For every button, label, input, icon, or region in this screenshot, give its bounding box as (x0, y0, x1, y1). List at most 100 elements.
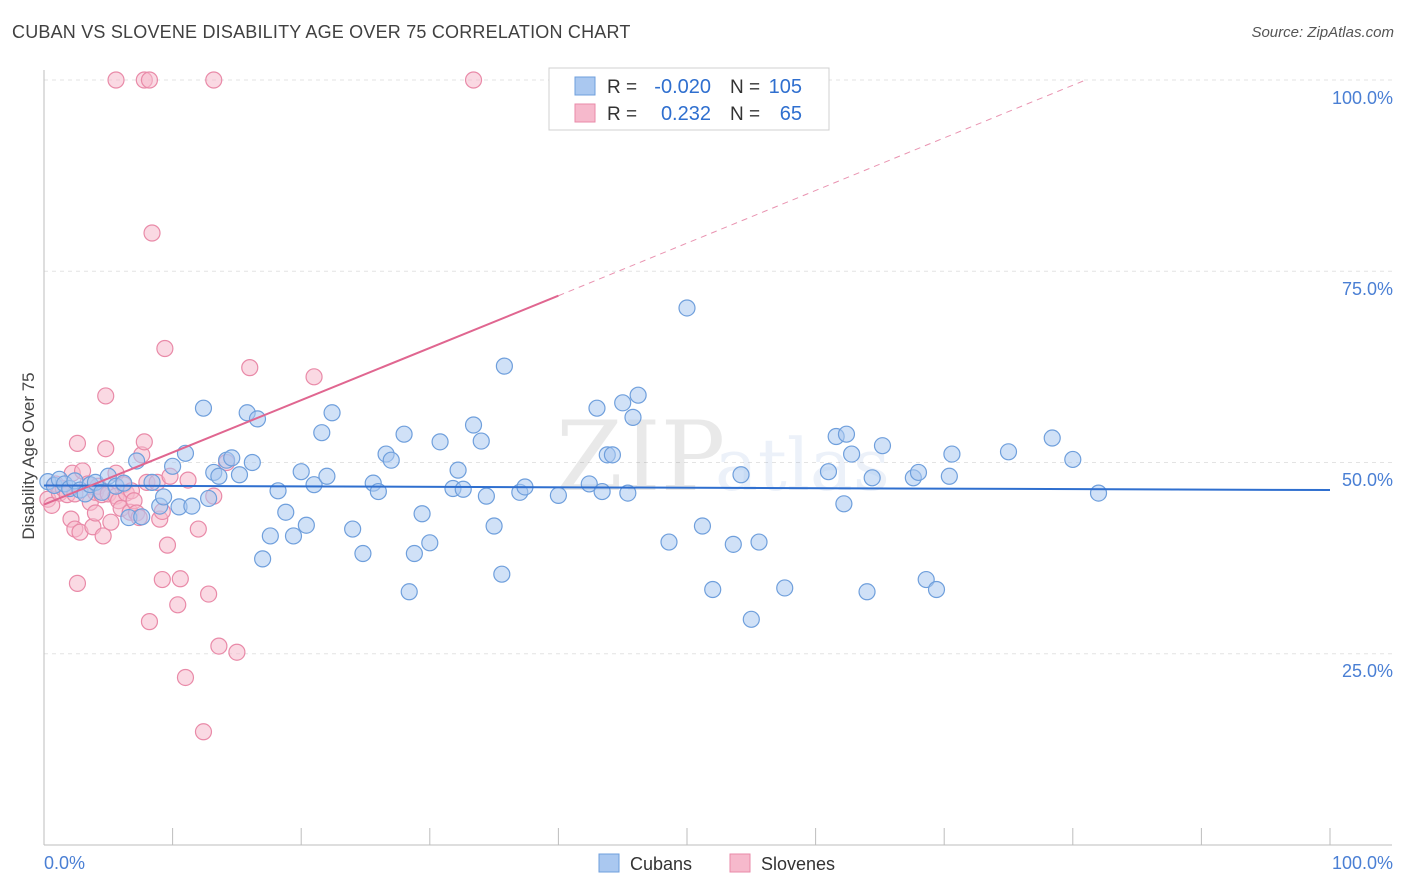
slovenes-point (241, 359, 259, 377)
cubans-point (603, 446, 622, 464)
cubans-point (454, 480, 472, 498)
cubans-point (223, 449, 241, 467)
chart-title: CUBAN VS SLOVENE DISABILITY AGE OVER 75 … (12, 22, 631, 42)
cubans-point (277, 503, 295, 521)
cubans-point (619, 484, 637, 502)
cubans-point (243, 453, 261, 472)
cubans-point (624, 408, 642, 426)
cubans-point (835, 495, 853, 513)
cubans-point (1043, 429, 1061, 447)
cubans-point (194, 399, 213, 417)
slovenes-point (169, 596, 187, 614)
cubans-n-label: N = (730, 77, 760, 98)
slovenes-n-label: N = (730, 104, 760, 125)
cubans-point (183, 497, 201, 515)
cubans-point (742, 610, 760, 628)
cubans-point (588, 399, 606, 417)
slovenes-point (200, 585, 218, 603)
cubans-n-value: 105 (769, 76, 802, 98)
slovenes-point (43, 496, 61, 514)
cubans-point (395, 425, 413, 443)
cubans-point (678, 299, 696, 317)
slovenes-point (153, 570, 171, 589)
slovenes-point (171, 570, 189, 588)
cubans-point (693, 517, 712, 535)
cubans-point (323, 404, 341, 422)
cubans-point (873, 437, 892, 455)
cubans-point (732, 466, 750, 484)
cubans-point (660, 533, 678, 551)
cubans-point (485, 517, 503, 535)
cubans-point (495, 357, 513, 375)
cubans-point (999, 443, 1018, 461)
cubans-point (297, 516, 315, 534)
cubans-point (200, 489, 218, 508)
cubans-point (464, 416, 483, 434)
slovenes-point (194, 723, 213, 741)
cubans-point (819, 463, 838, 481)
cubans-point (400, 583, 418, 601)
cubans-point (776, 579, 794, 597)
y-axis-title: Disability Age Over 75 (19, 372, 38, 539)
cubans-point (93, 483, 111, 501)
cubans-point (629, 386, 647, 404)
cubans-point (1089, 484, 1108, 502)
slovenes-point (140, 71, 159, 89)
slovenes-point (158, 536, 177, 554)
slovenes-point (179, 471, 197, 489)
cubans-point (549, 486, 568, 504)
cubans-point (917, 570, 935, 589)
cubans-point (449, 461, 467, 479)
cubans-point (704, 580, 722, 599)
cubans-point (493, 565, 511, 583)
slovenes-point (156, 339, 174, 358)
trend-lines (43, 79, 1331, 506)
slovenes-point (143, 224, 161, 242)
slovenes-point (140, 613, 159, 631)
slovenes-point (68, 574, 87, 592)
slovenes-point (97, 387, 115, 405)
slovenes-n-value: 65 (780, 103, 802, 125)
cubans-point (421, 534, 439, 552)
cubans-point (164, 457, 182, 475)
cubans-point (750, 533, 768, 551)
cubans-point (927, 580, 946, 599)
slovenes-points (39, 71, 483, 741)
cubans-point (354, 544, 372, 563)
cubans-point (940, 467, 958, 485)
slovenes-point (135, 433, 153, 451)
cubans-point (1064, 450, 1082, 469)
slovenes-point (228, 643, 246, 661)
slovenes-point (176, 668, 195, 687)
cubans-legend-swatch (574, 76, 596, 96)
cubans-point (724, 535, 742, 553)
cubans-r-label: R = (607, 77, 637, 98)
cubans-point (405, 544, 423, 563)
y-tick-label-25: 25.0% (1342, 661, 1393, 681)
cubans-point (305, 476, 323, 494)
gridlines (44, 79, 1392, 655)
cubans-point (292, 463, 310, 481)
y-tick-label-100: 100.0% (1332, 88, 1393, 108)
legend-slovenes-swatch (729, 853, 751, 873)
slovenes-point (94, 527, 112, 545)
slovenes-point (205, 71, 223, 89)
cubans-point (943, 445, 961, 463)
slovenes-point (97, 440, 115, 458)
cubans-point (843, 445, 861, 463)
legend-box (548, 67, 830, 131)
cubans-point (382, 451, 400, 469)
slovenes-trend-extension (558, 79, 1086, 297)
y-tick-label-50: 50.0% (1342, 470, 1393, 490)
slovenes-r-label: R = (607, 104, 637, 125)
cubans-point (143, 473, 161, 491)
cubans-point (154, 488, 173, 506)
y-tick-labels: 100.0% 75.0% 50.0% 25.0% (1332, 88, 1393, 681)
cubans-point (344, 520, 362, 538)
cubans-point (261, 527, 279, 545)
slovenes-point (102, 513, 120, 531)
slovenes-point (464, 71, 483, 89)
x-tick-label-min: 0.0% (44, 853, 85, 873)
slovenes-r-value: 0.232 (661, 103, 711, 125)
